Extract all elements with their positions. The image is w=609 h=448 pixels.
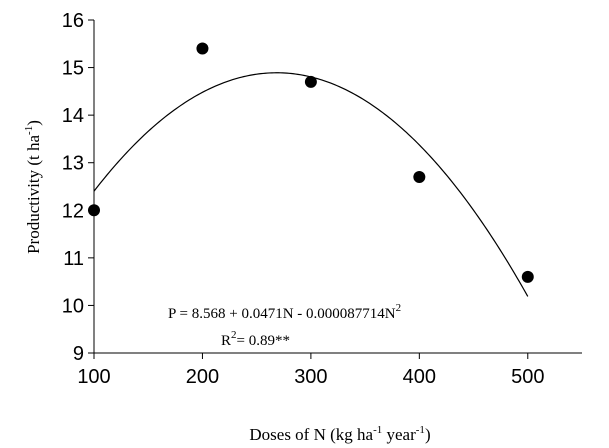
r-squared-prefix: R (221, 333, 231, 349)
y-tick-label: 12 (62, 200, 84, 222)
x-tick-label: 500 (511, 366, 544, 388)
data-point (88, 204, 100, 217)
r-squared-label: R2= 0.89** (221, 329, 290, 349)
y-tick-label: 9 (73, 343, 84, 365)
x-axis-title-sup-1: -1 (373, 424, 382, 436)
x-axis-title-middle: year (382, 425, 416, 444)
y-tick-label: 11 (63, 248, 84, 270)
axes (93, 20, 582, 354)
y-tick-label: 16 (62, 10, 84, 32)
y-ticks: 9 10 11 12 13 14 15 16 (62, 10, 94, 365)
y-axis-title: Productivity (t ha-1) (23, 120, 43, 254)
r-squared-value: = 0.89** (237, 333, 290, 349)
x-tick-label: 100 (77, 366, 110, 388)
fit-curve (93, 72, 529, 297)
x-tick-label: 200 (186, 366, 219, 388)
x-axis-title-sup-2: -1 (416, 424, 425, 436)
x-tick-label: 400 (403, 366, 436, 388)
x-axis-title: Doses of N (kg ha-1 year-1) (249, 424, 430, 444)
y-axis-title-text: Productivity (t ha (24, 134, 43, 253)
y-axis-title-sup: -1 (23, 126, 35, 135)
y-tick-label: 15 (62, 58, 84, 80)
y-tick-label: 14 (62, 105, 84, 127)
data-point (304, 75, 317, 88)
x-axis-title-suffix: ) (425, 425, 431, 444)
y-tick-label: 10 (62, 295, 84, 317)
y-axis-title-suffix: ) (24, 120, 43, 126)
x-axis-title-text: Doses of N (kg ha (249, 425, 373, 444)
fit-equation: P = 8.568 + 0.0471N - 0.000087714N2 (168, 302, 401, 322)
x-ticks: 100 200 300 400 500 (77, 353, 544, 388)
r-squared-sup: 2 (231, 329, 237, 341)
data-point (521, 270, 534, 283)
y-tick-label: 13 (62, 153, 84, 175)
fit-equation-sup: 2 (396, 302, 402, 314)
fit-equation-text: P = 8.568 + 0.0471N - 0.000087714N (168, 306, 396, 322)
x-tick-label: 300 (294, 366, 327, 388)
data-point (413, 170, 426, 183)
data-points (88, 42, 534, 283)
data-point (196, 42, 209, 55)
